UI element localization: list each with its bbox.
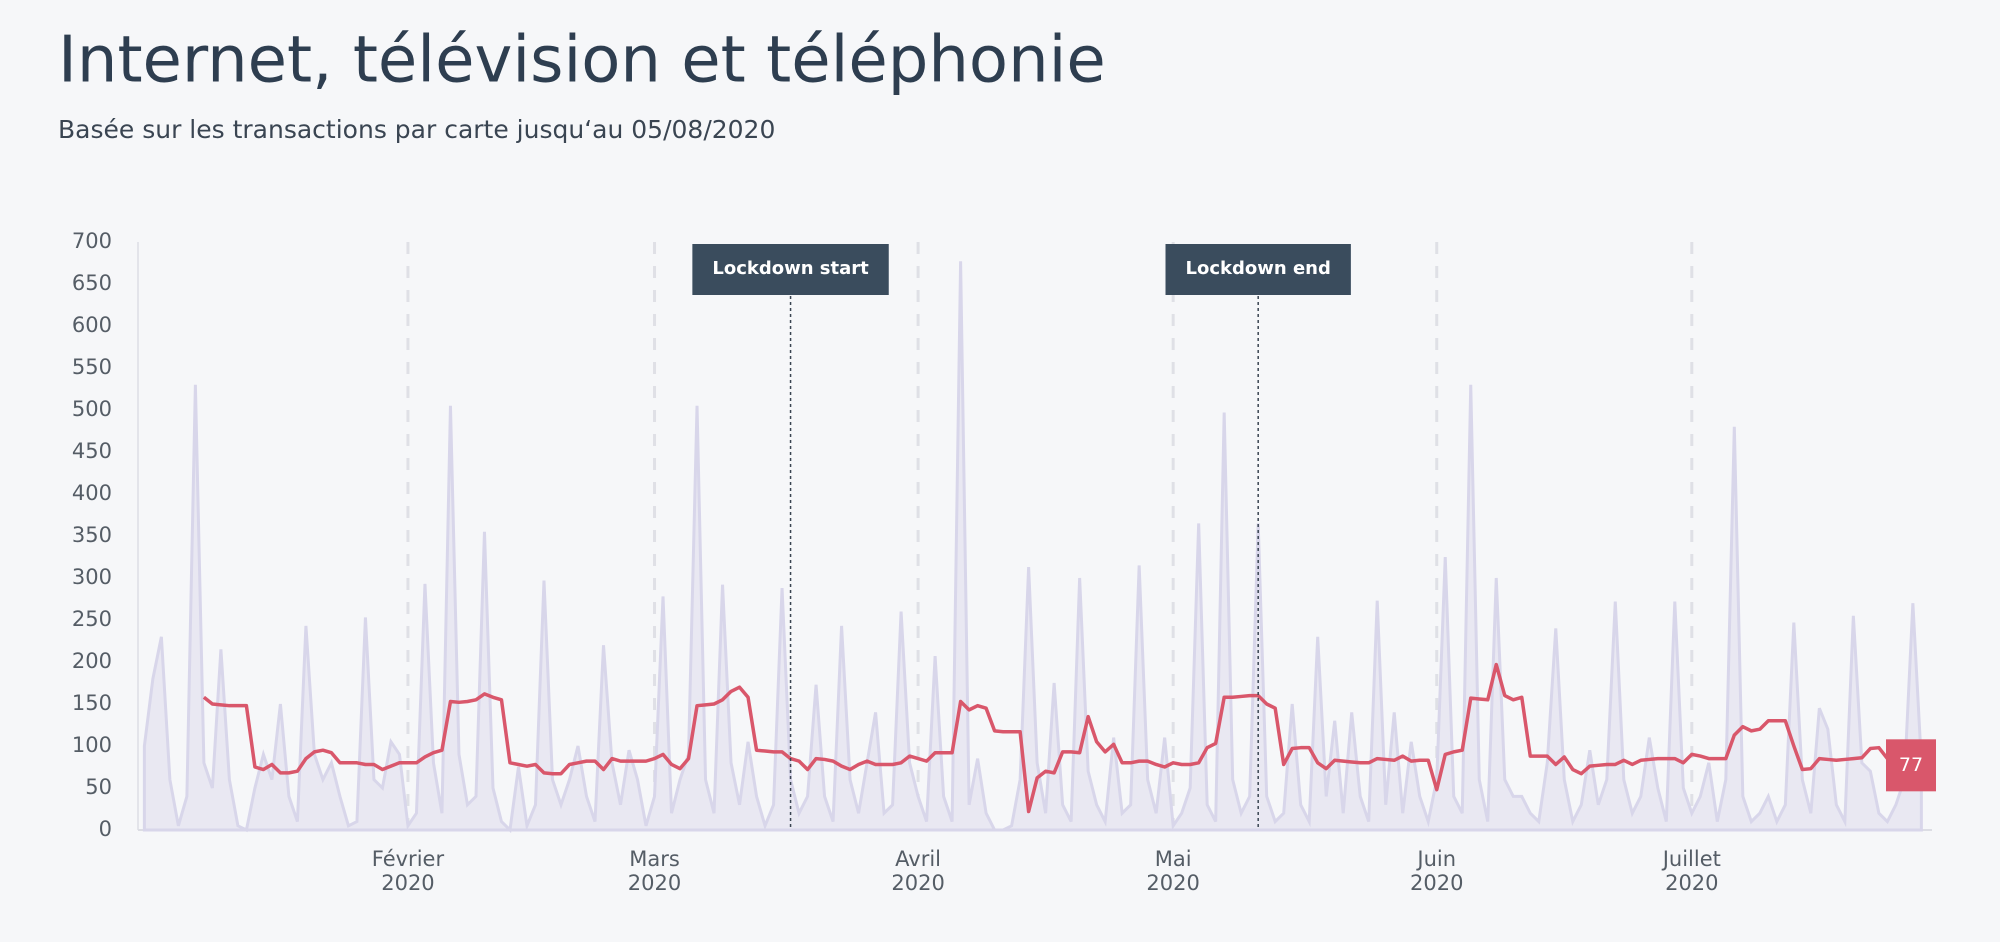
y-tick-label: 0 bbox=[99, 817, 112, 841]
y-tick-label: 50 bbox=[85, 775, 112, 799]
x-tick-label: Mai 2020 bbox=[1146, 847, 1199, 895]
x-tick-label: Avril 2020 bbox=[891, 847, 944, 895]
annotation: Lockdown start bbox=[692, 244, 889, 295]
x-tick-label: Mars 2020 bbox=[628, 847, 681, 895]
y-tick-label: 300 bbox=[72, 565, 112, 589]
annotation: Lockdown end bbox=[1165, 244, 1351, 295]
y-tick-label: 400 bbox=[72, 481, 112, 505]
y-tick-label: 550 bbox=[72, 355, 112, 379]
y-tick-label: 500 bbox=[72, 397, 112, 421]
value-label: 77 bbox=[1899, 754, 1923, 776]
line bbox=[202, 662, 1905, 814]
y-tick-label: 200 bbox=[72, 649, 112, 673]
annotation-label: Lockdown end bbox=[1186, 258, 1331, 279]
value-label-box bbox=[1886, 739, 1936, 792]
y-tick-label: 650 bbox=[72, 271, 112, 295]
y-tick-label: 450 bbox=[72, 439, 112, 463]
y-tick-label: 600 bbox=[72, 313, 112, 337]
y-tick-label: 100 bbox=[72, 733, 112, 757]
chart-title: Internet, télévision et téléphonie bbox=[58, 24, 1106, 98]
y-tick-label: 150 bbox=[72, 691, 112, 715]
area bbox=[142, 261, 1923, 834]
y-tick-label: 700 bbox=[72, 229, 112, 253]
x-tick-label: Juin 2020 bbox=[1410, 847, 1463, 895]
x-tick-label: Juillet 2020 bbox=[1661, 847, 1721, 895]
annotation-box bbox=[1165, 244, 1351, 295]
y-tick-label: 350 bbox=[72, 523, 112, 547]
x-tick-label: Février 2020 bbox=[372, 847, 445, 895]
annotation-label: Lockdown start bbox=[712, 258, 869, 279]
chart-subtitle: Basée sur les transactions par carte jus… bbox=[58, 115, 775, 144]
y-tick-label: 250 bbox=[72, 607, 112, 631]
annotation-box bbox=[692, 244, 889, 295]
